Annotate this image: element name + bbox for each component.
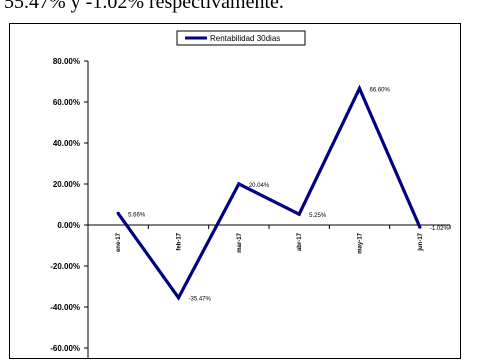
x-category-label: mar-17 xyxy=(237,232,243,252)
data-labels: 5.66% -35.47% 20.04% 5.25% 66.60% -1.02% xyxy=(128,87,449,302)
legend-box xyxy=(176,30,306,46)
series-line-group xyxy=(116,84,422,301)
y-tick-label: -60.00% xyxy=(50,344,80,353)
data-point xyxy=(418,225,422,229)
y-tick-label: 0.00% xyxy=(57,221,80,230)
line-chart: 80.00% 60.00% 40.00% 20.00% 0.00% -20.00% -40.… xyxy=(50,30,451,358)
x-category-label: may-17 xyxy=(358,232,364,253)
data-point xyxy=(237,182,241,186)
data-label: 20.04% xyxy=(249,183,270,189)
legend-label: Rentabilidad 30dias xyxy=(210,34,280,43)
y-tick-label: -20.00% xyxy=(50,262,80,271)
legend: Rentabilidad 30dias xyxy=(176,30,306,46)
x-category-label: abr-17 xyxy=(297,232,303,251)
data-point xyxy=(357,86,362,91)
chart-area: 80.00% 60.00% 40.00% 20.00% 0.00% -20.00% -40.… xyxy=(9,23,461,359)
x-category-label: jun-17 xyxy=(418,232,424,251)
data-label: 5.66% xyxy=(128,212,146,218)
x-axis: ene-17 feb-17 mar-17 abr-17 may-17 jun-17 xyxy=(87,224,451,254)
y-axis: 80.00% 60.00% 40.00% 20.00% 0.00% -20.00% -40.… xyxy=(50,57,89,358)
intro-text: 55.47% y -1.02% respectivamente. xyxy=(4,0,284,13)
y-tick-label: 80.00% xyxy=(53,57,80,66)
y-tick-label: 40.00% xyxy=(53,139,80,148)
data-label: -35.47% xyxy=(189,297,212,303)
data-label: 66.60% xyxy=(370,87,391,93)
series-line-rentabilidad xyxy=(116,84,422,301)
x-category-label: ene-17 xyxy=(116,232,122,252)
y-tick-label: -40.00% xyxy=(50,303,80,312)
data-point xyxy=(297,212,301,216)
data-point xyxy=(116,211,120,215)
data-label: 5.25% xyxy=(309,213,327,219)
y-tick-label: 60.00% xyxy=(53,98,80,107)
data-point xyxy=(176,296,181,300)
x-category-label: feb-17 xyxy=(177,232,183,250)
data-label: -1.02% xyxy=(430,226,450,232)
y-tick-label: 20.00% xyxy=(53,180,80,189)
